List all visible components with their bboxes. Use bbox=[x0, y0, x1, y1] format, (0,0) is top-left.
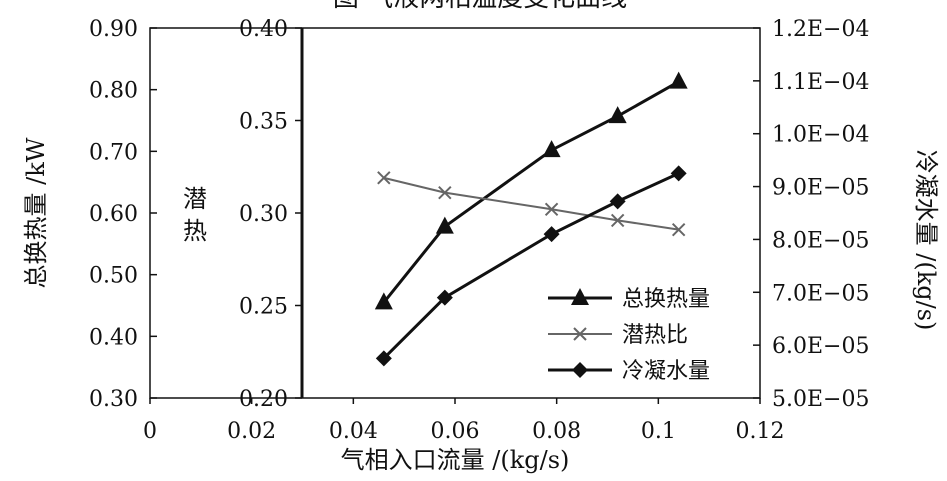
left-y-tick-label: 0.30 bbox=[89, 387, 138, 412]
data-point bbox=[609, 193, 626, 210]
legend-label: 冷凝水量 bbox=[622, 359, 710, 384]
legend-label: 总换热量 bbox=[622, 287, 710, 312]
data-point bbox=[608, 106, 627, 124]
left-y-tick-label: 0.50 bbox=[89, 264, 138, 289]
data-point bbox=[435, 216, 454, 234]
series-1 bbox=[374, 71, 688, 310]
x-tick-label: 0.06 bbox=[431, 419, 480, 444]
mid-y-tick-label: 0.40 bbox=[239, 17, 288, 42]
right-y-axis: 5.0E−05 6.0E−05 7.0E−05 8.0E−05 9.0E−05 1.0E−… bbox=[753, 17, 869, 412]
chart-title: 图 气液两相温度变化曲线 bbox=[333, 0, 627, 13]
data-point bbox=[374, 292, 393, 310]
x-tick-label: 0.12 bbox=[736, 419, 785, 444]
series-line bbox=[383, 176, 679, 231]
x-tick-label: 0.02 bbox=[227, 419, 276, 444]
legend-marker bbox=[571, 288, 589, 305]
right-y-tick-label: 8.0E−05 bbox=[772, 228, 869, 253]
data-point bbox=[438, 185, 452, 200]
legend-item: 总换热量 bbox=[548, 287, 710, 312]
right-y-tick-label: 5.0E−05 bbox=[772, 387, 869, 412]
left-y-tick-label: 0.70 bbox=[89, 140, 138, 165]
mid-y-axis-label-char: 热 bbox=[183, 217, 207, 245]
left-y-tick-label: 0.80 bbox=[89, 79, 138, 104]
left-y-tick-label: 0.40 bbox=[89, 325, 138, 350]
legend-marker bbox=[572, 362, 588, 378]
left-y-tick-label: 0.90 bbox=[89, 17, 138, 42]
legend-item: 冷凝水量 bbox=[548, 359, 710, 384]
right-y-tick-label: 1.2E−04 bbox=[772, 17, 869, 42]
x-axis: 0 0.02 0.04 0.06 0.08 0.1 0.12 bbox=[143, 398, 784, 444]
data-point bbox=[542, 140, 561, 158]
data-point bbox=[670, 165, 687, 182]
mid-y-axis: 0.20 0.25 0.30 0.35 0.40 bbox=[239, 17, 302, 412]
mid-y-tick-label: 0.20 bbox=[239, 387, 288, 412]
data-point bbox=[543, 226, 560, 243]
data-point bbox=[436, 289, 453, 306]
mid-y-axis-label-char: 潜 bbox=[183, 185, 207, 213]
mid-y-tick-label: 0.35 bbox=[239, 110, 288, 135]
legend-label: 潜热比 bbox=[622, 323, 688, 348]
right-y-tick-label: 9.0E−05 bbox=[772, 176, 869, 201]
x-tick-label: 0.1 bbox=[641, 419, 676, 444]
mid-y-tick-label: 0.30 bbox=[239, 202, 288, 227]
mid-y-tick-label: 0.25 bbox=[239, 295, 288, 320]
right-y-tick-label: 1.0E−04 bbox=[772, 123, 869, 148]
left-y-tick-label: 0.60 bbox=[89, 202, 138, 227]
right-y-tick-label: 7.0E−05 bbox=[772, 281, 869, 306]
legend-marker bbox=[573, 327, 587, 341]
x-axis-label: 气相入口流量 /(kg/s) bbox=[341, 446, 570, 474]
data-point bbox=[544, 202, 559, 217]
data-point bbox=[671, 222, 686, 237]
left-y-axis-label: 总换热量 /kW bbox=[22, 137, 50, 288]
x-tick-label: 0.08 bbox=[532, 419, 581, 444]
data-point bbox=[377, 171, 391, 185]
left-y-axis: 0.30 0.40 0.50 0.60 0.70 0.80 0.90 bbox=[89, 17, 157, 412]
legend-item: 潜热比 bbox=[548, 323, 688, 348]
data-point bbox=[610, 213, 625, 228]
right-y-tick-label: 6.0E−05 bbox=[772, 334, 869, 359]
data-point bbox=[375, 350, 392, 367]
x-tick-label: 0 bbox=[143, 419, 157, 444]
right-y-tick-label: 1.1E−04 bbox=[772, 70, 869, 95]
series-3 bbox=[375, 165, 687, 367]
series-2 bbox=[377, 171, 686, 237]
data-point bbox=[669, 71, 688, 89]
mid-y-axis-label: 潜热 bbox=[183, 185, 207, 245]
right-y-axis-label: 冷凝水量 /(kg/s) bbox=[912, 150, 940, 331]
x-tick-label: 0.04 bbox=[329, 419, 378, 444]
series-layer bbox=[374, 71, 688, 367]
